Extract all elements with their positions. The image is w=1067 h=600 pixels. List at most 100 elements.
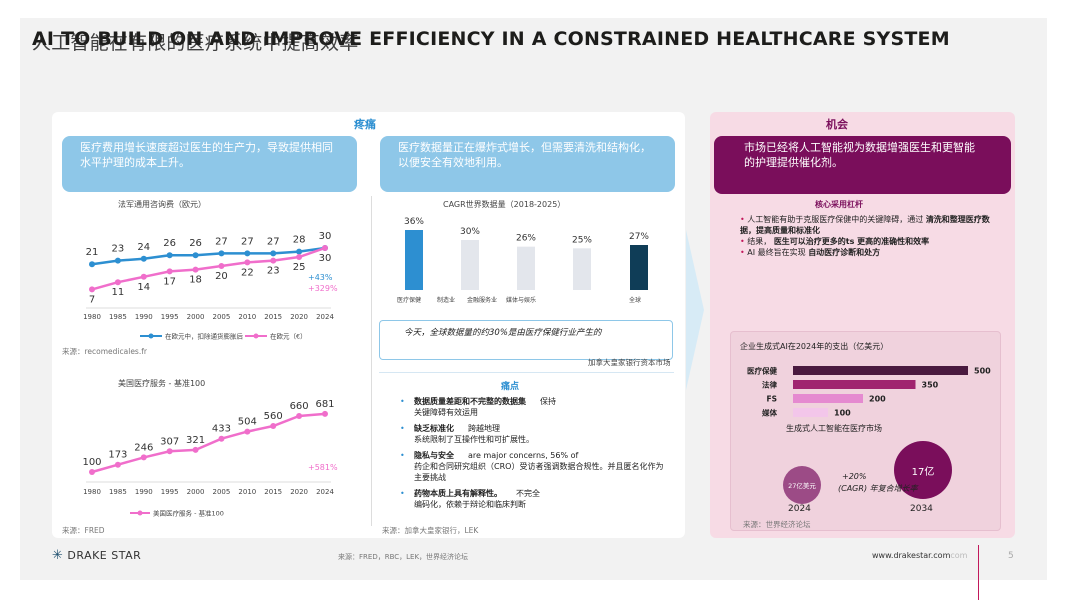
genai-category: 法律 (762, 380, 777, 390)
chart-us-legend-dot (137, 510, 143, 516)
chart-fr-legend-dot (148, 333, 154, 339)
chart-us-data-label: 660 (290, 401, 309, 412)
chart-fr-point (296, 248, 303, 255)
bubble-2024-label: 27亿美元 (788, 482, 816, 490)
pain-point-item: • 数据质量差距和不完整的数据集 保持 关键障碍有效运用 (400, 396, 670, 418)
chart-fr-point (270, 250, 277, 257)
chart-fr-data-label: 26 (163, 238, 176, 249)
chart-us-tick: 1995 (161, 488, 179, 496)
divider-line (371, 196, 372, 526)
levers-list: • 人工智能有助于克服医疗保健中的关键障碍，通过 清洗和整理医疗数据，提高质量和… (740, 214, 1000, 258)
lever-text: 结果， (747, 237, 772, 246)
pain-point-rest1: are major concerns, 56% of (468, 451, 579, 460)
chart-fr-data-label: 23 (267, 266, 280, 277)
genai-title: 企业生成式AI在2024年的支出（亿美元） (740, 342, 889, 351)
quote-box: 今天，全球数据量的约30%是由医疗保健行业产生的 (379, 320, 673, 360)
pain-point-rest1: 保持 (540, 397, 556, 406)
chart-fr-tick: 2024 (316, 313, 334, 321)
bubble-2024: 27亿美元 (783, 466, 821, 504)
year-2034: 2034 (910, 504, 933, 514)
genai-category: 医疗保健 (747, 366, 777, 376)
chart-fr-legend-dot (253, 333, 259, 339)
genai-bar (793, 394, 863, 403)
genai-value: 500 (974, 367, 991, 376)
chart-fr-data-label: 30 (319, 231, 332, 242)
chart-us-tick: 2020 (290, 488, 308, 496)
chart-fr-tick: 1995 (161, 313, 179, 321)
chart-fr-data-label: 28 (293, 235, 306, 246)
arrow-chevron (686, 230, 704, 390)
opportunity-header: 机会 (826, 118, 848, 131)
chart-us-tick: 2010 (238, 488, 256, 496)
chart-fr-tick: 2020 (290, 313, 308, 321)
chart-us-data-label: 560 (264, 411, 283, 422)
chart-us-point (89, 469, 95, 475)
chart-fr-point (244, 250, 251, 257)
chart-fr-growth-blue: +43% (308, 273, 333, 282)
chart-fr-tick: 2010 (238, 313, 256, 321)
lever-bold: 医生可以治疗更多的ts 更高的准确性和效率 (773, 237, 930, 246)
bullet-icon: • (740, 248, 748, 257)
pain-points-source: 来源：加拿大皇家银行，LEK (382, 526, 479, 535)
chart-fr-data-label: 27 (215, 236, 228, 247)
pain-point-bold: 隐私与安全 (414, 451, 454, 460)
chart-us-tick: 2024 (316, 488, 334, 496)
chart-fr-data-label: 30 (319, 253, 332, 264)
chart-us-tick: 1980 (83, 488, 101, 496)
chart-fr-point (89, 261, 95, 268)
chart-cagr-bar (405, 230, 423, 290)
genai-category: 媒体 (762, 408, 777, 418)
chart-fr-tick: 1980 (83, 313, 101, 321)
pain-point-item: • 隐私与安全 are major concerns, 56% of 药企和合同研究组… (400, 450, 670, 483)
chart-fr-tick: 2005 (213, 313, 231, 321)
chart-us-title: 美国医疗服务 - 基准100 (118, 379, 206, 388)
page-number: 5 (1008, 551, 1014, 561)
chart-cagr-bar (461, 240, 479, 290)
lever-bold: 清洗和整理医疗数据，提高质量和标准化 (740, 215, 990, 235)
chart-us-data-label: 100 (82, 457, 101, 468)
footer-url-text[interactable]: www.drakestar.com (872, 551, 951, 560)
pain-point-rest2: 关键障碍有效运用 (414, 408, 478, 417)
chart-cagr-title: CAGR世界数据量（2018-2025） (443, 200, 566, 209)
chart-fr-tick: 2015 (264, 313, 282, 321)
chart-us-tick: 1985 (109, 488, 127, 496)
page-title-en: AI TO BUILD ON AND IMPROVE EFFICIENCY IN… (32, 28, 950, 50)
chart-fr-data-label: 17 (163, 276, 176, 287)
footer-sources: 来源：FRED，RBC，LEK，世界经济论坛 (338, 553, 469, 561)
chart-cagr-value-label: 36% (404, 217, 424, 227)
lever-text: 人工智能有助于克服医疗保健中的关键障碍，通过 (747, 215, 924, 224)
bullet-icon: • (740, 215, 748, 224)
chart-cagr: 36% 30% 26% 25% 27% 医疗保健 制造业 金融服务业 媒体与娱乐 全球 (397, 217, 649, 304)
chart-fr-data-label: 22 (241, 267, 254, 278)
bubble-2034-label: 17亿 (911, 466, 935, 478)
bullet-icon: • (400, 424, 405, 433)
chart-us-data-label: 321 (186, 435, 205, 446)
quote-source: 加拿大皇家银行资本市场 (588, 358, 671, 367)
chart-us-point (192, 446, 199, 453)
opportunity-box: 市场已经将人工智能视为数据增强医生和更智能的护理提供催化剂。 (714, 136, 1011, 194)
chart-fr-line-0 (91, 246, 326, 266)
pain-point-item: • 缺乏标准化 跨越地理 系统限制了互操作性和可扩展性。 (400, 423, 670, 445)
chart-fr-data-label: 27 (267, 236, 280, 247)
genai-bar (793, 408, 828, 417)
chart-us-data-label: 433 (212, 424, 231, 435)
chart-cagr-category: 全球 (629, 296, 641, 304)
chart-us-data-label: 504 (238, 417, 257, 428)
lever-text: AI 最终旨在实现 (747, 248, 806, 257)
chart-fr-data-label: 26 (189, 238, 202, 249)
chart-fr-tick: 1985 (109, 313, 127, 321)
footer-url[interactable]: www.drakestar.comcom (872, 551, 967, 560)
lever-bold: 自动医疗诊断和处方 (808, 248, 881, 257)
chart-cagr-bar (573, 248, 591, 290)
cagr-value: +20% (842, 472, 867, 481)
chart-fr-point (166, 268, 173, 275)
chart-cagr-value-label: 25% (572, 235, 592, 245)
pain-points-list: • 数据质量差距和不完整的数据集 保持 关键障碍有效运用 • 缺乏标准化 跨越地理 系统限制了… (400, 396, 670, 515)
chart-fr-tick: 2000 (187, 313, 205, 321)
chart-cagr-category: 金融服务业 (467, 296, 497, 304)
chart-us-tick: 1990 (135, 488, 153, 496)
chart-us-data-label: 307 (160, 436, 179, 447)
chart-fr-source: 来源：recomedicales.fr (62, 347, 147, 356)
chart-us-point (270, 423, 277, 429)
lever-item: • 结果， 医生可以治疗更多的ts 更高的准确性和效率 (740, 236, 1000, 247)
